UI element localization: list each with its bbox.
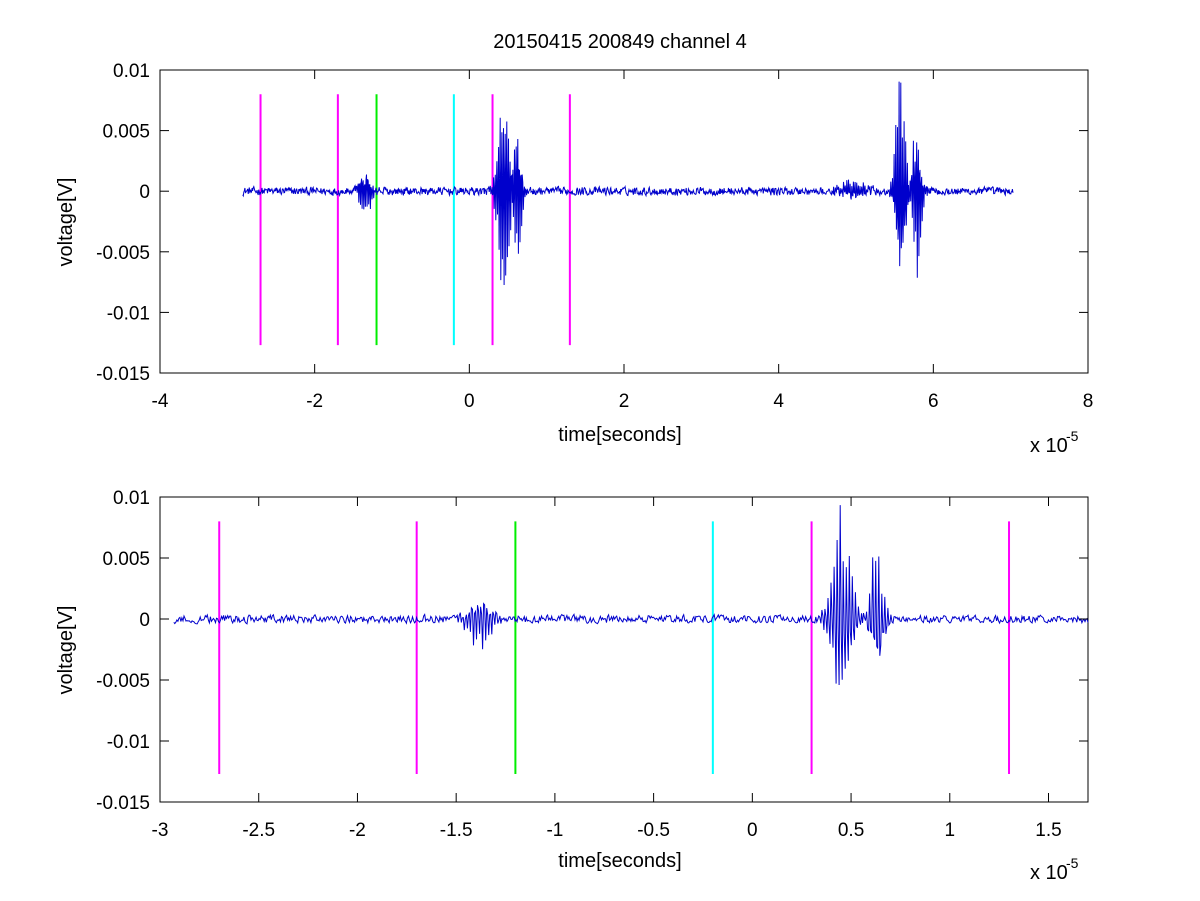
bottom-y-axis-label: voltage[V] [55,606,77,695]
top-x-tick-label: 6 [928,391,939,412]
top-x-tick-label: 2 [619,391,630,412]
top-y-tick-label: 0 [139,182,150,203]
bottom-y-tick-label: 0 [139,610,150,631]
bottom-signal [173,505,1089,686]
bottom-y-tick-label: 0.01 [113,488,150,509]
top-y-axis-label: voltage[V] [55,178,77,267]
top-x-tick-label: 4 [773,391,784,412]
top-x-axis-label: time[seconds] [558,424,681,446]
bottom-x-ticks: -3 -2.5 -2 -1.5 -1 -0.5 0 0.5 1 1.5 [152,497,1062,841]
bottom-y-tick-label: -0.01 [107,732,150,753]
top-marker-lines [259,94,571,346]
bottom-y-ticks: -0.015 -0.01 -0.005 0 0.005 0.01 [96,488,1088,814]
bottom-x-exponent-power: -5 [1066,855,1079,871]
bottom-x-tick-label: -1.5 [440,820,473,841]
bottom-x-tick-label: 0 [747,820,758,841]
figure-title: 20150415 200849 channel 4 [493,31,747,53]
bottom-x-tick-label: -2 [349,820,366,841]
top-signal-line [242,81,1014,286]
bottom-axes: -3 -2.5 -2 -1.5 -1 -0.5 0 0.5 1 1.5 -0.015-0.01-0… [55,488,1089,884]
bottom-x-tick-label: 1.5 [1035,820,1061,841]
bottom-marker-lines [218,521,1011,774]
bottom-y-tick-label: -0.015 [96,793,150,814]
top-y-tick-label: -0.01 [107,303,150,324]
bottom-x-tick-label: -2.5 [242,820,275,841]
top-x-exponent-power: -5 [1066,428,1079,444]
top-x-tick-label: 0 [464,391,475,412]
top-x-tick-label: -4 [152,391,169,412]
top-x-tick-label: 8 [1083,391,1094,412]
bottom-y-tick-label: 0.005 [102,549,150,570]
top-x-ticks: -4 -2 0 2 4 6 8 [152,70,1094,412]
bottom-x-axis-label: time[seconds] [558,850,681,872]
top-x-tick-label: -2 [306,391,323,412]
top-signal [242,81,1014,286]
top-y-tick-label: -0.005 [96,243,150,264]
bottom-x-exponent-base: x 10 [1030,862,1068,884]
bottom-x-tick-label: 1 [944,820,955,841]
bottom-signal-line [173,505,1089,686]
top-y-tick-label: -0.015 [96,364,150,385]
top-y-tick-label: 0.01 [113,61,150,82]
bottom-y-tick-label: -0.005 [96,671,150,692]
bottom-x-tick-label: -0.5 [637,820,670,841]
top-x-exponent-base: x 10 [1030,435,1068,457]
bottom-x-tick-label: -3 [152,820,169,841]
top-y-tick-label: 0.005 [102,122,150,143]
top-axes: -4 -2 0 2 4 6 8 -0.015 -0.01 -0.005 0 0.005 0.01 ti… [55,61,1093,457]
bottom-x-tick-label: 0.5 [838,820,864,841]
bottom-x-tick-label: -1 [546,820,563,841]
top-y-ticks: -0.015 -0.01 -0.005 0 0.005 0.01 [96,61,1088,385]
bottom-axes-frame [159,496,1089,803]
